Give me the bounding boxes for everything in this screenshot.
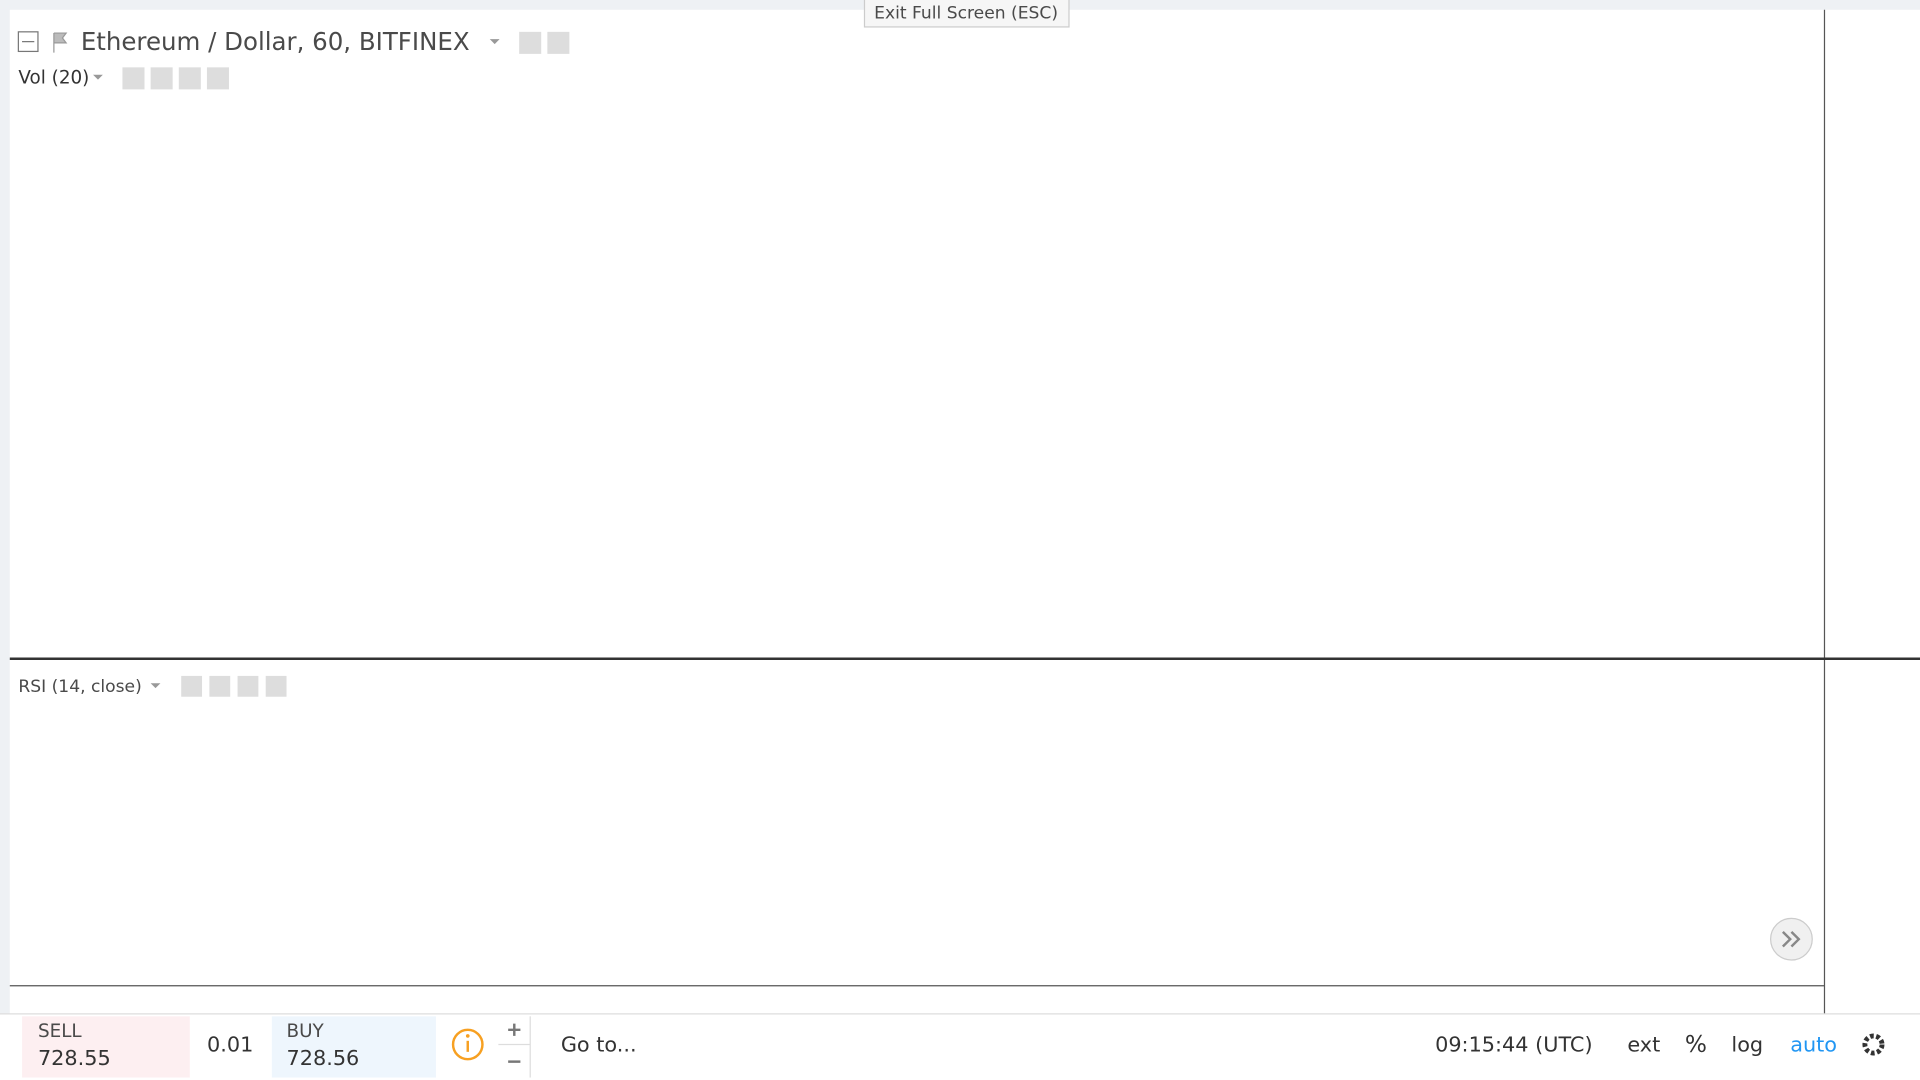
percent-toggle[interactable]: %	[1685, 1031, 1707, 1058]
buy-price[interactable]: 728.56	[287, 1046, 360, 1070]
remove-icon[interactable]	[265, 675, 287, 697]
eye-icon[interactable]	[181, 675, 203, 697]
sell-label[interactable]: SELL	[38, 1021, 82, 1042]
dropdown-arrow[interactable]	[150, 683, 161, 689]
rsi-label: RSI (14, close)	[18, 677, 141, 697]
settings-icon[interactable]	[150, 67, 173, 90]
add-icon[interactable]	[178, 67, 201, 90]
dropdown-arrow[interactable]	[489, 39, 500, 45]
clock: 09:15:44 (UTC)	[1435, 1033, 1592, 1057]
settings-icon[interactable]	[547, 31, 570, 54]
settings-icon[interactable]	[209, 675, 231, 697]
add-icon[interactable]	[237, 675, 259, 697]
auto-toggle[interactable]: auto	[1790, 1033, 1837, 1057]
chart-area	[9, 9, 1920, 1014]
scroll-icon	[1781, 930, 1801, 948]
exit-fullscreen-box[interactable]	[863, 0, 1070, 28]
goto-button[interactable]: Go to...	[561, 1033, 637, 1057]
volume-label: Vol (20)	[18, 67, 89, 88]
symbol-title[interactable]: Ethereum / Dollar, 60, BITFINEX	[81, 27, 470, 56]
ext-toggle[interactable]: ext	[1627, 1033, 1660, 1057]
dropdown-arrow[interactable]	[93, 74, 103, 80]
info-icon	[465, 1034, 470, 1038]
increase-button[interactable]	[508, 1023, 521, 1036]
eye-icon[interactable]	[122, 67, 145, 90]
collapse-icon[interactable]	[17, 31, 39, 53]
info-button[interactable]	[451, 1028, 484, 1061]
buy-label[interactable]: BUY	[287, 1021, 325, 1042]
quantity[interactable]: 0.01	[207, 1033, 253, 1057]
buy-button[interactable]	[271, 1016, 436, 1078]
eye-icon[interactable]	[519, 31, 542, 54]
flag-icon[interactable]	[53, 32, 68, 53]
exit-fullscreen[interactable]: Exit Full Screen (ESC)	[874, 3, 1058, 23]
sell-price[interactable]: 728.55	[38, 1046, 111, 1070]
log-toggle[interactable]: log	[1731, 1033, 1763, 1057]
sell-button[interactable]	[22, 1016, 190, 1078]
remove-icon[interactable]	[206, 67, 229, 90]
